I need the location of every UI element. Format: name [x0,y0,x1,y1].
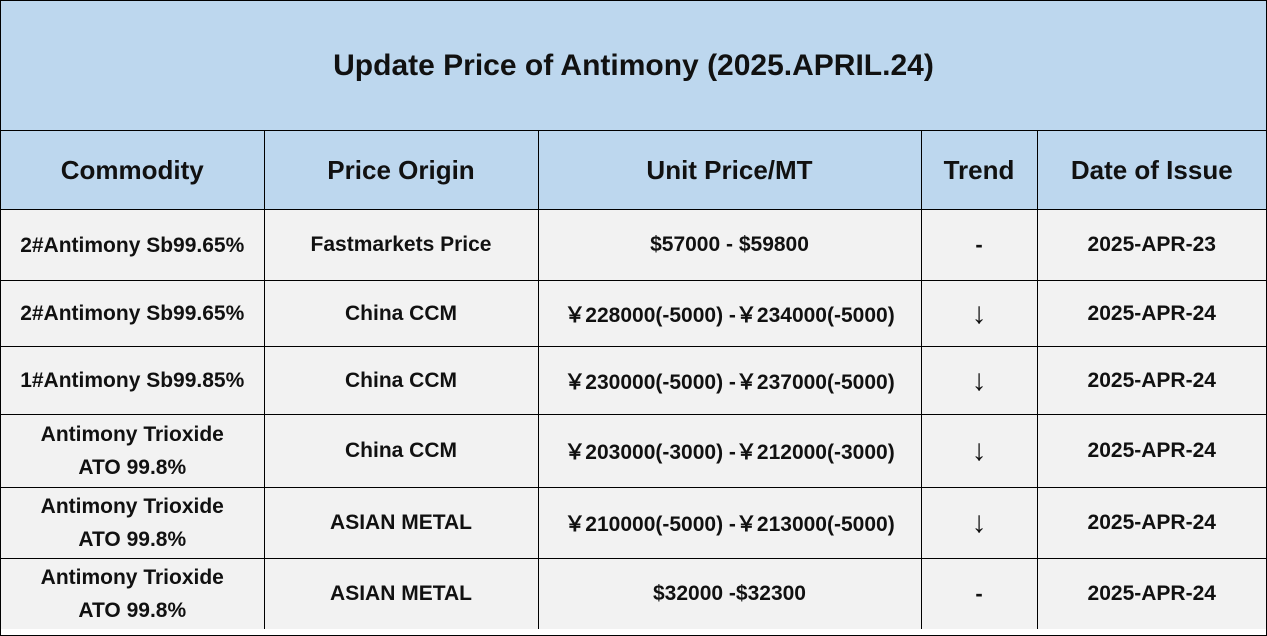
trend-down-arrow-icon: ↓ [920,414,1038,488]
price-table: Commodity Price Origin Unit Price/MT Tre… [1,131,1266,629]
header-date-of-issue: Date of Issue [1036,131,1266,210]
commodity-cell: 2#Antimony Sb99.65% [1,280,265,347]
price-origin-cell: China CCM [263,280,539,347]
header-trend: Trend [920,131,1038,210]
header-unit-price: Unit Price/MT [537,131,922,210]
unit-price-cell: $57000 - $59800 [537,209,922,281]
table-row: Antimony Trioxide ATO 99.8% ASIAN METAL … [1,558,1266,629]
unit-price-cell: $32000 -$32300 [537,558,922,629]
commodity-grade: ATO 99.8% [78,599,187,622]
commodity-cell: 1#Antimony Sb99.85% [1,346,265,415]
table-row: Antimony Trioxide ATO 99.8% China CCM ￥2… [1,414,1266,488]
commodity-name: 2#Antimony Sb99.65% [20,302,245,325]
price-origin-cell: China CCM [263,346,539,415]
trend-flat-icon: - [920,558,1038,629]
trend-down-arrow-icon: ↓ [920,346,1038,415]
date-cell: 2025-APR-24 [1036,346,1266,415]
unit-price-cell: ￥203000(-3000) -￥212000(-3000) [537,414,922,488]
header-commodity: Commodity [1,131,265,210]
commodity-name: 1#Antimony Sb99.85% [20,369,245,392]
table-row: Antimony Trioxide ATO 99.8% ASIAN METAL … [1,487,1266,559]
unit-price-cell: ￥228000(-5000) -￥234000(-5000) [537,280,922,347]
commodity-name: Antimony Trioxide [40,566,224,589]
trend-down-arrow-icon: ↓ [920,487,1038,559]
unit-price-cell: ￥230000(-5000) -￥237000(-5000) [537,346,922,415]
commodity-grade: ATO 99.8% [78,456,187,479]
price-origin-cell: Fastmarkets Price [263,209,539,281]
sheet-title: Update Price of Antimony (2025.APRIL.24) [1,1,1266,131]
date-cell: 2025-APR-23 [1036,209,1266,281]
commodity-name: 2#Antimony Sb99.65% [20,233,245,257]
date-cell: 2025-APR-24 [1036,558,1266,629]
header-row: Commodity Price Origin Unit Price/MT Tre… [1,131,1266,210]
unit-price-cell: ￥210000(-5000) -￥213000(-5000) [537,487,922,559]
date-cell: 2025-APR-24 [1036,280,1266,347]
table-row: 2#Antimony Sb99.65% Fastmarkets Price $5… [1,209,1266,281]
trend-down-arrow-icon: ↓ [920,280,1038,347]
price-origin-cell: China CCM [263,414,539,488]
commodity-cell: Antimony Trioxide ATO 99.8% [1,558,265,629]
table-row: 1#Antimony Sb99.85% China CCM ￥230000(-5… [1,346,1266,415]
price-origin-cell: ASIAN METAL [263,487,539,559]
commodity-cell: 2#Antimony Sb99.65% [1,209,265,281]
commodity-name: Antimony Trioxide [40,495,224,518]
commodity-grade: ATO 99.8% [78,528,187,551]
date-cell: 2025-APR-24 [1036,487,1266,559]
commodity-cell: Antimony Trioxide ATO 99.8% [1,487,265,559]
trend-flat-icon: - [920,209,1038,281]
commodity-cell: Antimony Trioxide ATO 99.8% [1,414,265,488]
table-row: 2#Antimony Sb99.65% China CCM ￥228000(-5… [1,280,1266,347]
header-price-origin: Price Origin [263,131,539,210]
commodity-name: Antimony Trioxide [40,423,224,446]
price-origin-cell: ASIAN METAL [263,558,539,629]
date-cell: 2025-APR-24 [1036,414,1266,488]
